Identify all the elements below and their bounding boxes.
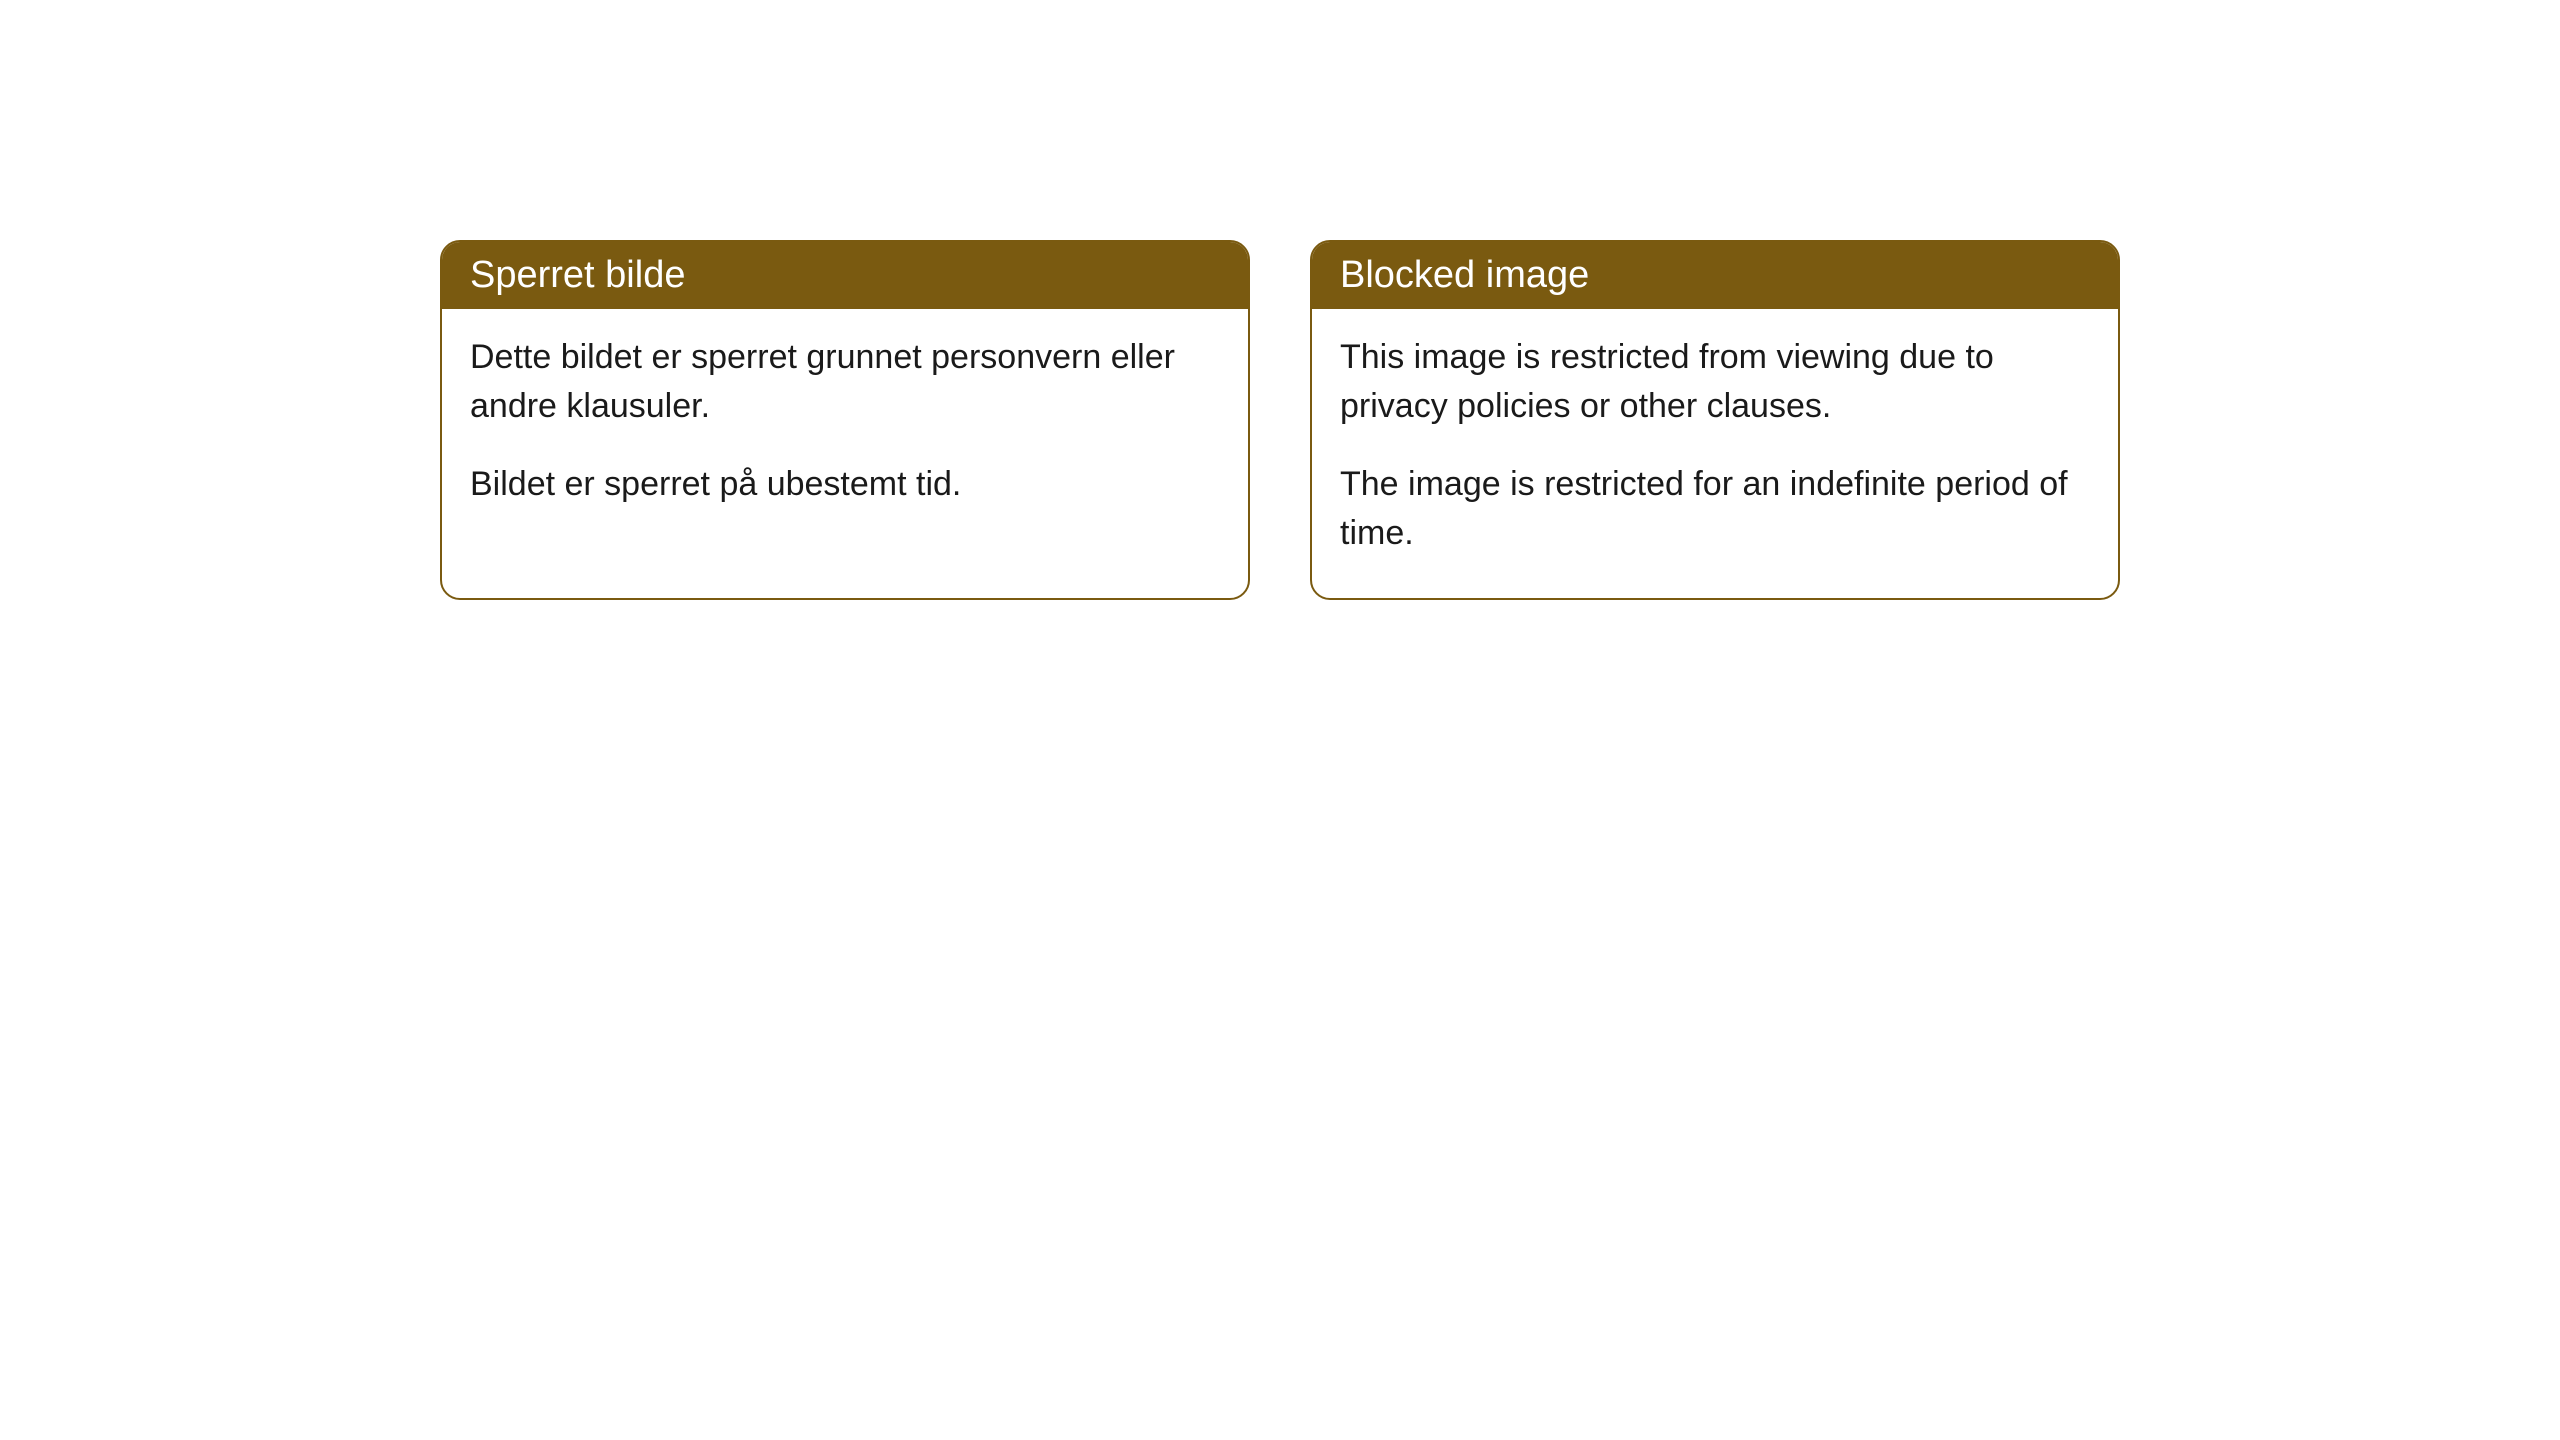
blocked-image-card-norwegian: Sperret bilde Dette bildet er sperret gr… [440, 240, 1250, 600]
card-title: Sperret bilde [470, 254, 685, 296]
card-body: Dette bildet er sperret grunnet personve… [442, 309, 1248, 549]
card-paragraph-2: The image is restricted for an indefinit… [1340, 460, 2090, 559]
card-body: This image is restricted from viewing du… [1312, 309, 2118, 598]
card-paragraph-2: Bildet er sperret på ubestemt tid. [470, 460, 1220, 509]
cards-container: Sperret bilde Dette bildet er sperret gr… [0, 240, 2560, 600]
blocked-image-card-english: Blocked image This image is restricted f… [1310, 240, 2120, 600]
card-header: Blocked image [1312, 242, 2118, 309]
card-title: Blocked image [1340, 254, 1589, 296]
card-paragraph-1: Dette bildet er sperret grunnet personve… [470, 333, 1220, 432]
card-paragraph-1: This image is restricted from viewing du… [1340, 333, 2090, 432]
card-header: Sperret bilde [442, 242, 1248, 309]
